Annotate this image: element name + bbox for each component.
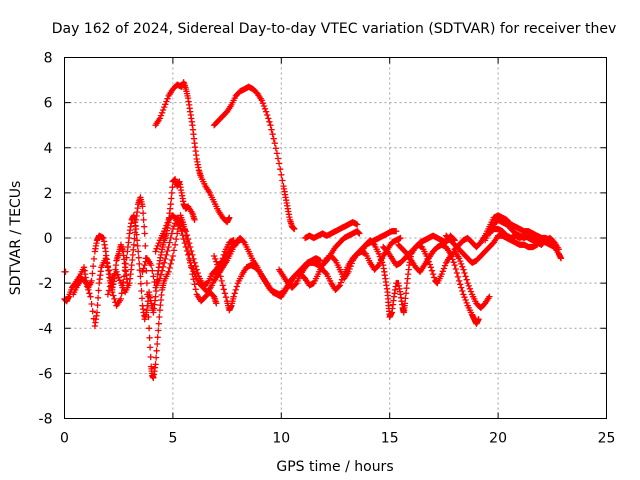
axis-ticks <box>64 57 607 419</box>
y-tick-label: 8 <box>44 51 53 67</box>
x-tick-label: 25 <box>598 431 616 447</box>
x-axis-label: GPS time / hours <box>276 459 393 475</box>
y-tick-label: -2 <box>39 276 53 292</box>
y-tick-label: -4 <box>39 321 53 337</box>
x-tick-label: 5 <box>168 431 177 447</box>
series-pass-7 <box>152 79 233 226</box>
series-pass-3 <box>69 176 198 330</box>
series-pass-13 <box>319 227 363 269</box>
y-axis-label: SDTVAR / TECUs <box>8 181 24 296</box>
grid <box>64 57 607 419</box>
series-pass-20 <box>486 225 563 253</box>
y-tick-labels: -8 -6 -4 -2 0 2 4 6 8 <box>39 51 53 428</box>
y-tick-label: -6 <box>39 366 53 382</box>
series-pass-12 <box>301 218 361 242</box>
x-tick-label: 20 <box>489 431 507 447</box>
x-tick-labels: 0 5 10 15 20 25 <box>60 431 615 447</box>
x-tick-label: 10 <box>272 431 290 447</box>
y-tick-label: -8 <box>39 412 53 428</box>
x-tick-label: 0 <box>60 431 69 447</box>
data-series <box>61 79 565 382</box>
y-tick-label: 6 <box>44 96 53 112</box>
series-pass-16 <box>395 241 482 327</box>
x-tick-label: 15 <box>381 431 399 447</box>
series-pass-10 <box>210 83 298 233</box>
y-tick-label: 4 <box>44 141 53 157</box>
chart-title: Day 162 of 2024, Sidereal Day-to-day VTE… <box>52 21 616 37</box>
y-tick-label: 0 <box>44 231 53 247</box>
y-tick-label: 2 <box>44 186 53 202</box>
